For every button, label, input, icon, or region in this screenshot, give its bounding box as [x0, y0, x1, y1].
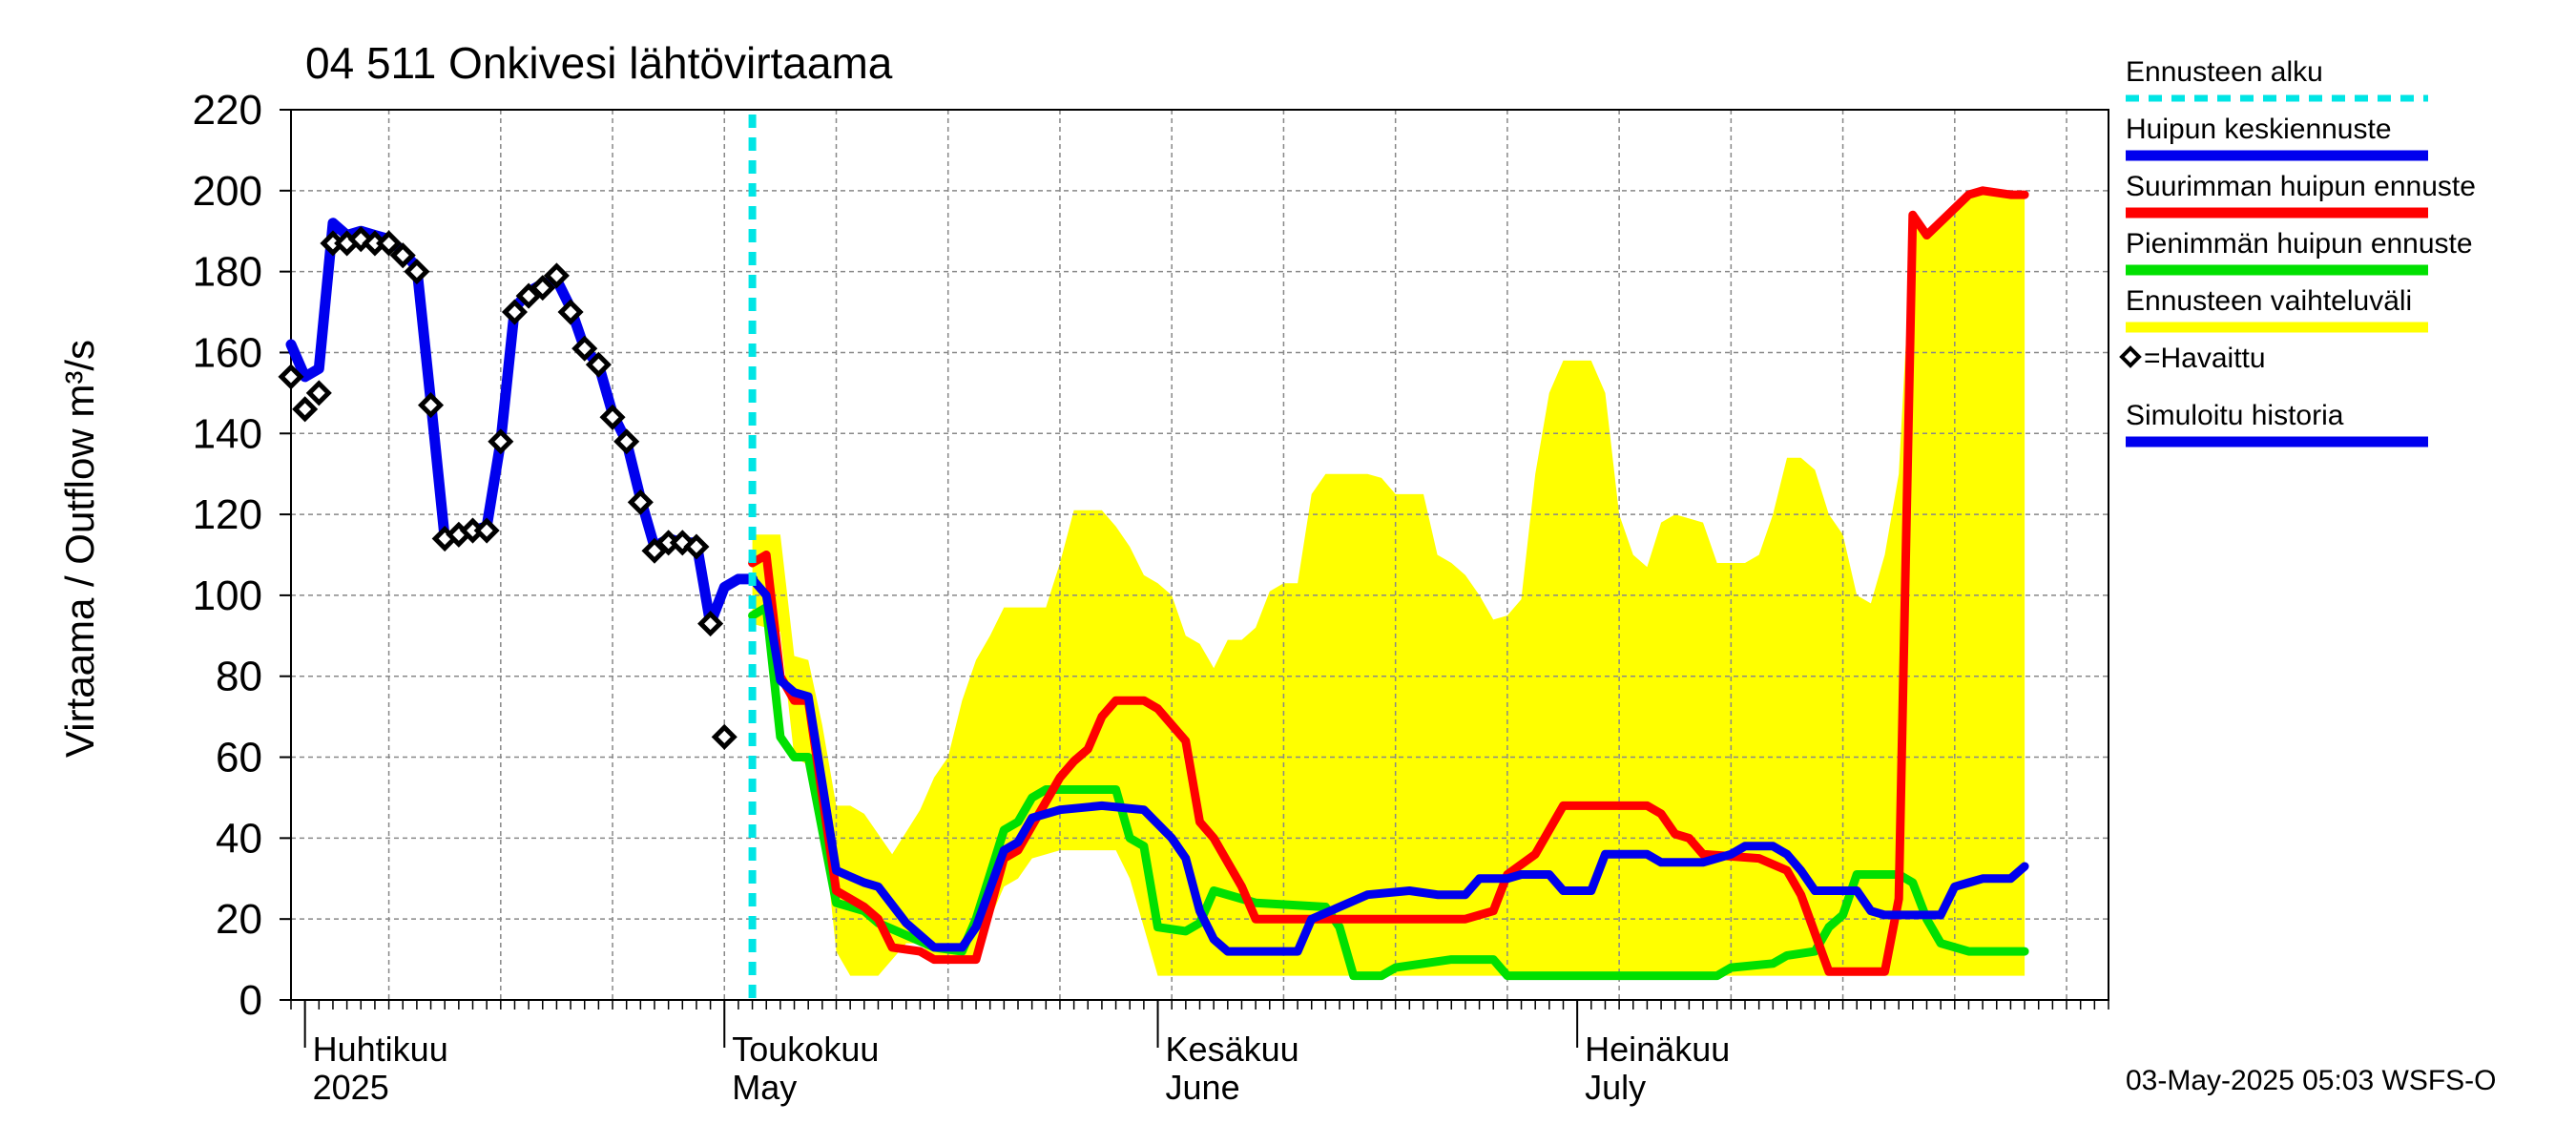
observed-point	[697, 611, 724, 637]
observed-points	[278, 226, 737, 750]
observed-point	[599, 404, 626, 430]
y-tick-label: 140	[193, 410, 262, 457]
legend-label: Huipun keskiennuste	[2126, 114, 2392, 145]
observed-point	[376, 230, 403, 257]
y-tick-label: 100	[193, 572, 262, 619]
chart-title: 04 511 Onkivesi lähtövirtaama	[305, 38, 893, 88]
month-label: Toukokuu	[732, 1030, 879, 1069]
y-tick-label: 80	[216, 654, 262, 700]
simulated-history	[285, 218, 758, 630]
month-sublabel: 2025	[313, 1068, 389, 1107]
y-tick-label: 200	[193, 168, 262, 215]
y-tick-label: 160	[193, 329, 262, 376]
observed-point	[613, 428, 640, 455]
mean-peak-line	[748, 574, 2029, 956]
observed-point	[711, 723, 737, 750]
observed-point	[278, 364, 304, 390]
y-tick-label: 20	[216, 896, 262, 943]
observed-point	[543, 262, 570, 289]
y-tick-label: 120	[193, 491, 262, 538]
observed-point	[389, 242, 416, 269]
chart-labels: 04 511 Onkivesi lähtövirtaama Virtaama /…	[57, 38, 2497, 1096]
observed-point	[473, 517, 500, 544]
month-label: Huhtikuu	[313, 1030, 448, 1069]
observed-point	[683, 533, 710, 560]
legend-label: Pienimmän huipun ennuste	[2126, 228, 2473, 260]
observed-point	[530, 275, 556, 302]
observed-point	[404, 259, 430, 285]
observed-point	[488, 428, 514, 455]
month-sublabel: June	[1166, 1068, 1240, 1107]
month-label: Kesäkuu	[1166, 1030, 1299, 1069]
forecast-range-band	[752, 190, 2025, 976]
max-peak-line	[748, 186, 2029, 976]
y-tick-label: 220	[193, 87, 262, 134]
forecast-series	[748, 186, 2029, 981]
month-sublabel: May	[732, 1068, 797, 1107]
legend-label: Ennusteen vaihteluväli	[2126, 285, 2412, 317]
history-line	[285, 218, 758, 630]
y-axis-label: Virtaama / Outflow m³/s	[57, 340, 102, 758]
legend-label: =Havaittu	[2144, 343, 2266, 374]
legend-label: Ennusteen alku	[2126, 56, 2323, 88]
axes	[280, 109, 2109, 1048]
month-label: Heinäkuu	[1585, 1030, 1730, 1069]
observed-point	[571, 335, 598, 362]
y-tick-label: 0	[239, 977, 262, 1024]
legend: Ennusteen alku Huipun keskiennuste Suurimm…	[2119, 56, 2476, 448]
observed-point	[557, 299, 584, 325]
y-tick-label: 40	[216, 815, 262, 862]
tick-labels: 0 20 40 60 80 100 120 140 160 180 200 220 Huhtikuu20…	[193, 87, 1731, 1107]
legend-label: Suurimman huipun ennuste	[2126, 171, 2476, 202]
observed-point	[501, 299, 528, 325]
range-band-area	[752, 190, 2025, 976]
legend-label: Simuloitu historia	[2126, 400, 2344, 431]
observed-point	[292, 396, 319, 423]
month-sublabel: July	[1585, 1068, 1646, 1107]
observed-point	[585, 351, 612, 378]
y-tick-label: 180	[193, 249, 262, 296]
observed-point	[627, 489, 654, 515]
observed-point	[305, 380, 332, 406]
observed-point	[418, 392, 445, 419]
footer-timestamp: 03-May-2025 05:03 WSFS-O	[2126, 1065, 2497, 1096]
legend-marker-diamond	[2119, 345, 2142, 368]
y-tick-label: 60	[216, 735, 262, 781]
